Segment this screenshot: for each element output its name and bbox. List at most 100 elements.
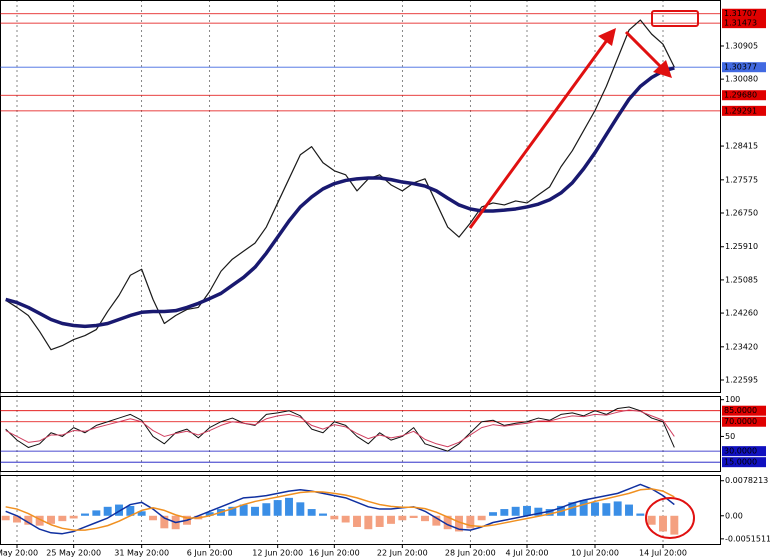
x-tick-label: 6 Jun 20:00 [187,549,233,558]
level-label: 30.0000 [724,447,757,456]
histogram-bar [579,500,588,516]
x-tick-label: 10 Jul 20:00 [571,549,619,558]
level-label-box [722,457,766,468]
level-label: 1.29291 [724,106,757,115]
histogram-bar [307,509,316,516]
histogram-bar [613,501,622,516]
histogram-bar [545,509,554,516]
x-tick-label: 4 Jul 20:00 [506,549,549,558]
y-tick-label: 1.25910 [725,242,758,251]
histogram-bar [387,515,395,524]
histogram-bar [319,513,327,516]
x-tick-label: 16 Jun 20:00 [309,549,360,558]
histogram-bar [35,515,44,526]
series-line [5,406,675,452]
y-tick-label: 100 [725,395,740,404]
histogram-bar [477,515,486,521]
histogram-bar [670,515,679,535]
histogram-bar [500,509,509,516]
level-label-box [722,446,766,457]
level-label-box [722,405,766,416]
arrow-head [598,28,616,46]
histogram-bar [296,502,305,516]
y-tick-label: 0.0078213 [725,476,768,485]
histogram-bar [511,506,520,516]
level-label-box [722,416,766,427]
histogram-bar [375,515,384,527]
histogram-bar [625,504,633,516]
histogram-bar [353,515,361,527]
histogram-bar [205,512,214,516]
series-line [5,488,675,531]
histogram-bar [523,505,531,516]
histogram-bar [239,504,248,516]
histogram-bar [92,510,101,516]
histogram-bar [228,506,237,516]
histogram-bar [489,512,497,516]
y-tick-label: 1.27575 [725,175,758,184]
histogram-bar [466,515,475,529]
level-label-box [722,62,766,73]
histogram-bar [398,515,407,521]
x-tick-label: 22 Jun 20:00 [377,549,428,558]
level-label: 1.31707 [724,9,757,18]
trend-arrow [624,30,666,72]
histogram-bar [81,513,89,516]
trend-arrow [468,35,612,229]
histogram-bar [285,497,293,516]
histogram-bar [13,515,21,523]
y-tick-label: 1.30905 [725,41,758,50]
histogram-bar [602,503,611,516]
histogram-bar [341,515,350,523]
y-tick-label: 50 [725,432,735,441]
annotations [468,10,699,539]
level-label: 1.29680 [724,91,757,100]
histogram-bar [568,502,577,516]
y-tick-label: 1.30080 [725,75,758,84]
histogram-bar [443,515,452,530]
histogram-bar [160,515,169,529]
histogram-bar [432,515,441,526]
level-label: 1.31473 [724,19,757,28]
level-label-box [722,18,766,29]
level-label-box [722,105,766,116]
histogram-bar [273,500,282,516]
x-tick-label: 31 May 20:00 [114,549,169,558]
histogram-bar [647,515,656,525]
histogram-bar [126,505,135,516]
series-line [5,483,675,535]
highlight-box [651,10,699,27]
y-tick-label: 1.28415 [725,142,758,151]
histogram-bar [455,515,463,532]
histogram-bar [47,515,55,524]
level-label: 85.0000 [724,406,757,415]
x-tick-label: 28 Jun 20:00 [445,549,496,558]
y-tick-label: 0.00 [725,511,743,520]
highlight-circle [645,497,695,539]
histogram-bar [421,515,429,522]
histogram-bar [636,513,645,516]
histogram-bar [149,515,157,521]
arrow-head [653,60,672,78]
histogram-bar [69,515,78,519]
histogram-bar [364,515,373,530]
histogram-bar [137,511,146,516]
series-line [5,66,675,329]
y-tick-label: 1.22595 [725,375,758,384]
level-label-box [722,90,766,101]
x-tick-label: 12 Jun 20:00 [252,549,303,558]
histogram-bar [262,503,271,516]
x-tick-label: May 20:00 [0,549,38,558]
level-label-box [722,8,766,19]
histogram-bar [591,502,599,516]
series-line [5,409,675,448]
histogram-bar [251,506,259,516]
histogram-bar [1,515,10,521]
histogram-bar [534,507,543,516]
y-tick-label: 1.23420 [725,342,758,351]
histogram-bar [115,504,123,516]
level-label: 15.0000 [724,458,757,467]
y-tick-label: -0.0051511 [725,534,770,543]
x-tick-label: 14 Jul 20:00 [639,549,687,558]
